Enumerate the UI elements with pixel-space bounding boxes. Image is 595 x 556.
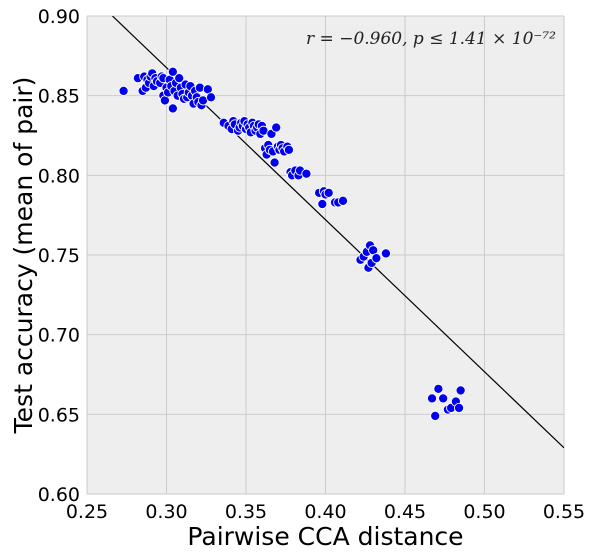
data-point — [454, 402, 465, 414]
data-point — [167, 103, 178, 114]
data-point — [455, 385, 466, 396]
data-point — [371, 253, 382, 264]
y-tick-label: 0.90 — [38, 6, 80, 28]
x-tick-label: 0.50 — [463, 501, 505, 523]
data-point — [426, 393, 438, 404]
data-point — [323, 187, 334, 198]
x-tick-label: 0.40 — [304, 501, 346, 523]
data-point — [433, 383, 444, 394]
y-tick-labels: 0.60 0.65 0.70 0.75 0.80 0.85 0.90 — [38, 6, 80, 506]
x-tick-labels: 0.25 0.30 0.35 0.40 0.45 0.50 0.55 — [66, 501, 585, 523]
data-point — [380, 248, 391, 259]
grid-lines — [86, 15, 565, 495]
data-point — [337, 195, 349, 206]
data-point — [283, 144, 294, 155]
data-point — [317, 198, 328, 210]
data-point — [301, 168, 312, 179]
correlation-annotation: r = −0.960, p ≤ 1.41 × 10⁻⁷² — [306, 29, 556, 49]
data-point — [269, 157, 280, 168]
data-points — [118, 66, 466, 421]
y-tick-label: 0.60 — [38, 484, 80, 506]
x-axis-title: Pairwise CCA distance — [187, 522, 463, 551]
data-point — [118, 85, 129, 96]
y-tick-label: 0.70 — [38, 325, 80, 347]
y-tick-label: 0.80 — [38, 165, 80, 187]
y-tick-label: 0.65 — [38, 404, 80, 426]
x-tick-label: 0.30 — [145, 501, 187, 523]
y-tick-label: 0.75 — [38, 245, 80, 267]
data-point — [167, 66, 178, 77]
x-tick-label: 0.55 — [543, 501, 585, 523]
data-point — [205, 92, 217, 103]
x-tick-label: 0.45 — [384, 501, 426, 523]
data-point — [174, 73, 185, 84]
y-tick-label: 0.85 — [38, 86, 80, 108]
data-point — [271, 122, 282, 133]
data-point — [430, 410, 441, 421]
x-tick-label: 0.25 — [66, 501, 108, 523]
data-point — [438, 393, 449, 404]
x-tick-label: 0.35 — [225, 501, 267, 523]
y-axis-title: Test accuracy (mean of pair) — [9, 77, 38, 435]
